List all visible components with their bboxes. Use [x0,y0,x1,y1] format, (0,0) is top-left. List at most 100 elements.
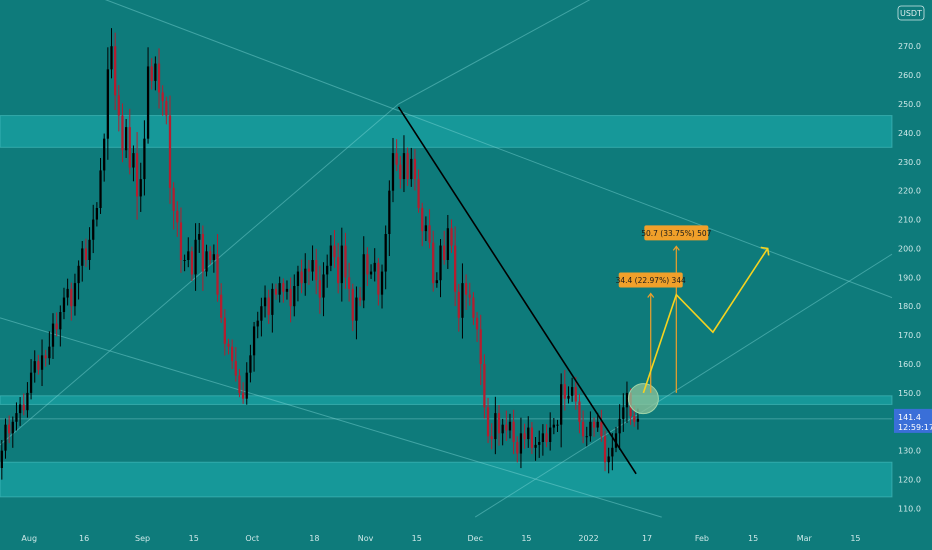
candle[interactable] [592,417,596,437]
candle[interactable] [475,311,479,343]
horizontal-zone[interactable] [0,395,893,405]
candle[interactable] [95,202,99,227]
candle[interactable] [600,409,603,442]
candle[interactable] [527,416,530,448]
candle[interactable] [534,437,537,461]
candle[interactable] [395,139,398,172]
candle[interactable] [552,418,555,435]
candle[interactable] [377,257,380,306]
candle[interactable] [578,393,581,434]
candle[interactable] [457,283,460,332]
candle[interactable] [570,377,574,402]
candle[interactable] [516,436,519,463]
candle[interactable] [176,201,179,237]
candle[interactable] [581,410,585,444]
candle[interactable] [227,338,230,355]
candle[interactable] [198,222,201,253]
candle[interactable] [70,282,73,321]
candle[interactable] [139,162,142,212]
candle[interactable] [22,393,25,416]
candle[interactable] [567,386,570,404]
candle[interactable] [340,227,343,302]
candle[interactable] [263,285,267,318]
candle[interactable] [183,254,186,272]
candle[interactable] [238,369,241,398]
candle[interactable] [417,169,420,213]
breakout-circle[interactable] [627,383,659,415]
candle[interactable] [479,314,482,386]
candle[interactable] [406,147,409,186]
candle[interactable] [289,277,292,323]
candle[interactable] [337,242,340,294]
candle[interactable] [201,225,205,291]
candle[interactable] [318,265,322,314]
candle[interactable] [472,292,475,325]
measure-annotation[interactable]: 34.4 (22.97%) 344 [616,272,686,393]
candle[interactable] [603,430,607,472]
candle[interactable] [512,409,515,455]
candle[interactable] [29,359,33,400]
candle[interactable] [194,223,197,291]
candle[interactable] [369,264,373,279]
candle[interactable] [435,272,438,288]
candle[interactable] [18,397,22,426]
candle[interactable] [384,225,387,290]
candle[interactable] [322,262,325,317]
candle[interactable] [296,265,300,302]
candle[interactable] [256,311,259,339]
candle[interactable] [315,248,318,295]
candle[interactable] [216,234,219,302]
candle[interactable] [88,227,91,270]
candle[interactable] [274,283,278,300]
candle[interactable] [55,312,58,337]
candle[interactable] [311,245,314,281]
candle[interactable] [589,411,592,442]
candle[interactable] [77,260,80,300]
candle[interactable] [66,278,69,306]
candle[interactable] [461,263,464,339]
candle[interactable] [391,137,395,203]
candle[interactable] [549,412,552,451]
candle[interactable] [585,426,588,447]
candle[interactable] [187,237,190,268]
candle[interactable] [37,354,40,375]
candle[interactable] [530,422,534,455]
candle[interactable] [44,349,47,367]
candle[interactable] [464,274,468,310]
candle[interactable] [607,447,610,474]
candle[interactable] [614,426,618,453]
candle[interactable] [99,157,102,214]
candle[interactable] [285,280,289,300]
candle[interactable] [190,246,194,282]
channel-line[interactable] [99,0,893,299]
horizontal-zone[interactable] [0,115,893,148]
candle[interactable] [596,412,599,432]
candle[interactable] [165,96,168,125]
candle[interactable] [106,47,109,160]
candle[interactable] [11,416,14,448]
candle[interactable] [563,369,566,411]
candle[interactable] [48,331,51,365]
candle[interactable] [245,362,248,405]
candle[interactable] [73,273,77,316]
candle[interactable] [421,202,424,247]
candle[interactable] [168,95,172,204]
candle[interactable] [231,339,234,370]
channel-line[interactable] [0,317,662,518]
candle[interactable] [344,232,347,290]
candle[interactable] [172,182,175,230]
candle[interactable] [51,313,55,359]
candle[interactable] [307,260,311,285]
candle[interactable] [4,418,7,459]
downtrend-line[interactable] [397,106,637,475]
candle[interactable] [560,373,563,448]
candle[interactable] [271,283,274,333]
candle[interactable] [110,28,113,79]
candle[interactable] [92,204,95,254]
candle[interactable] [494,396,497,455]
candle[interactable] [497,404,501,446]
currency-badge[interactable]: USDT [897,5,925,21]
projection-path[interactable] [642,247,769,394]
candle[interactable] [402,135,406,193]
candle[interactable] [574,376,577,410]
